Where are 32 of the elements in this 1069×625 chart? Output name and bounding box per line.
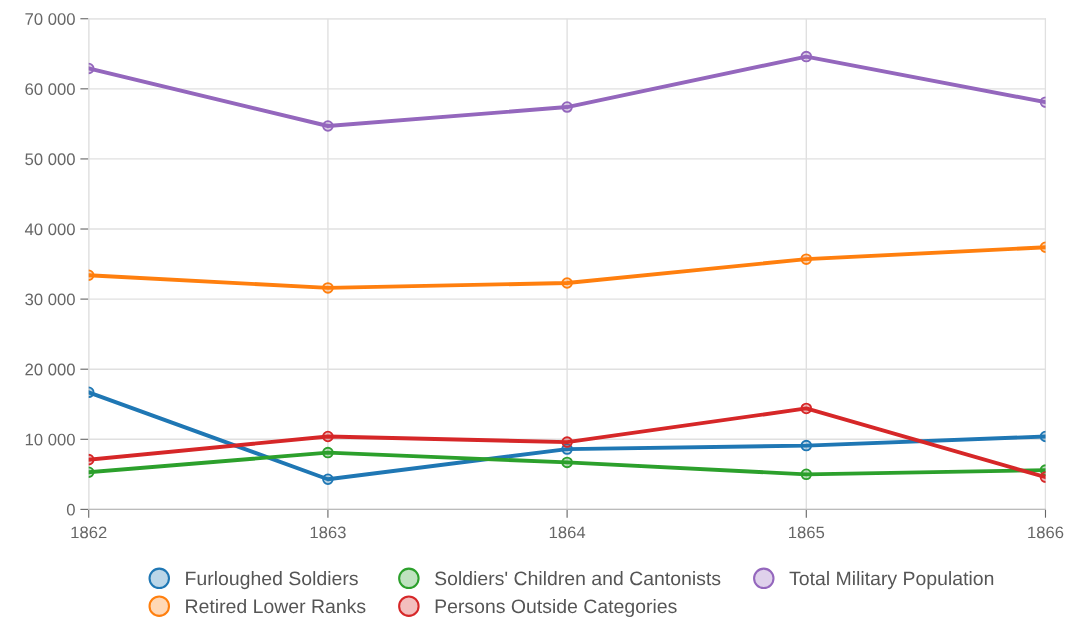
y-tick-label: 10 000 [25,433,75,446]
y-tick-label: 70 000 [25,13,75,25]
y-tick-label: 30 000 [25,293,75,306]
point [322,120,334,132]
point [322,473,334,486]
x-tick-label: 1864 [549,526,586,539]
x-tick-label: 1865 [789,526,825,539]
legend-label: Persons Outside Categories [435,598,677,618]
x-tick-label: 1862 [71,526,107,539]
y-tick-label: 20 000 [25,363,75,376]
point [561,101,573,113]
y-tick-label: 40 000 [24,223,75,236]
y-tick-label: 0 [66,503,75,516]
point [322,446,334,459]
legend-label: Retired Lower Ranks [186,598,366,614]
y-tick-label: 50 000 [25,153,75,166]
x-tick-label: 1866 [1028,526,1064,539]
point [800,439,813,452]
point [322,282,334,294]
legend-label: Soldiers' Children and Cantonists [435,571,721,586]
x-tick-label: 1863 [310,526,346,539]
point [561,456,573,469]
legend-label: Furloughed Soldiers [186,571,358,590]
point [561,436,573,448]
point [800,253,813,265]
point [800,50,813,63]
legend-label: Total Military Population [789,571,994,590]
point [800,468,813,481]
point [561,277,573,289]
y-tick-label: 60 000 [25,83,75,96]
point [322,430,334,443]
point [800,402,813,415]
